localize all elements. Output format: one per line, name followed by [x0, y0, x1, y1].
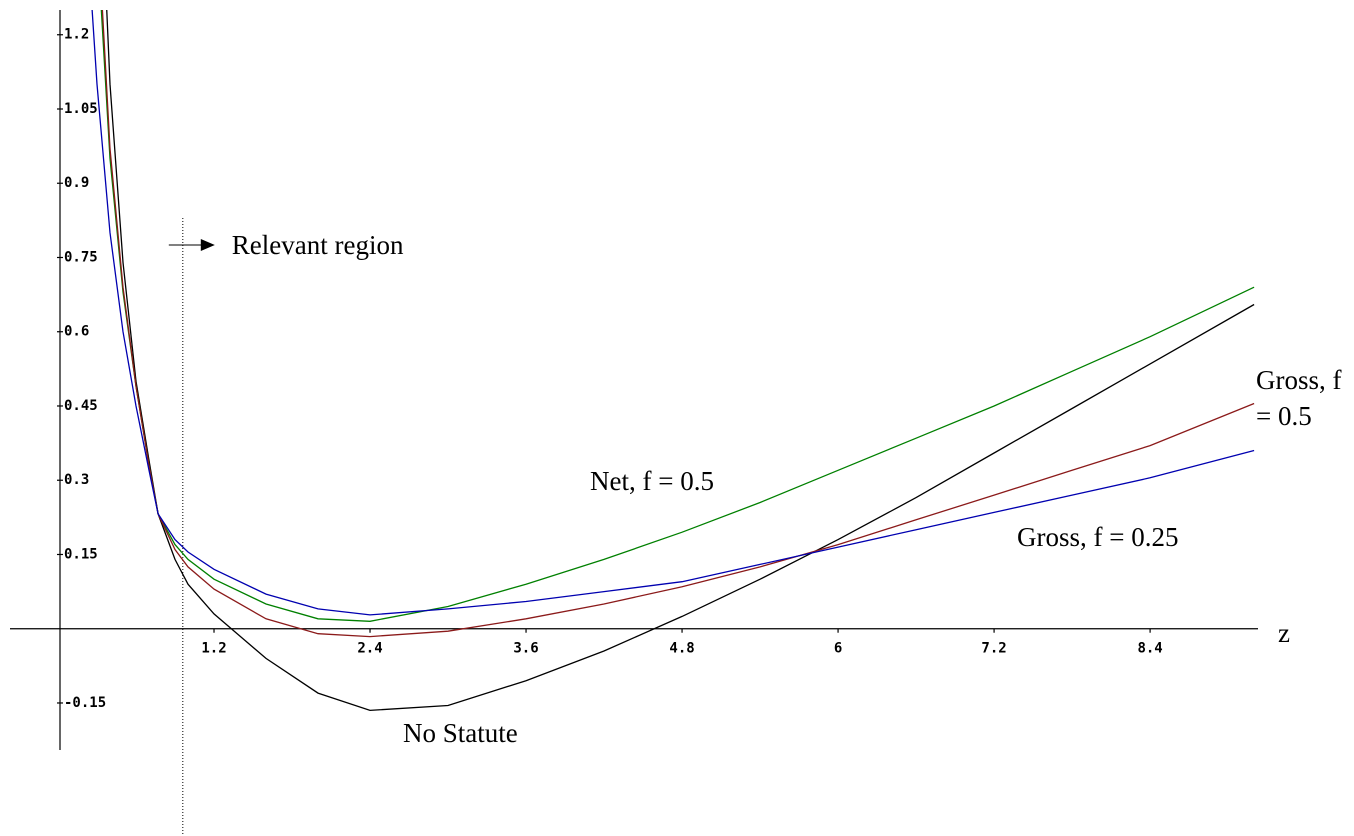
series-line	[91, 10, 1255, 616]
x-tick-label: 4.8	[669, 641, 694, 657]
x-tick-label: 7.2	[981, 641, 1006, 657]
y-tick-label: 0.15	[64, 546, 98, 562]
x-tick-label: 8.4	[1137, 641, 1162, 657]
y-tick-label: 0.3	[64, 472, 89, 488]
y-tick-label: 0.9	[64, 175, 89, 191]
x-tick-label: 2.4	[357, 641, 382, 657]
series-label: Net, f = 0.5	[590, 466, 714, 496]
series-label: No Statute	[403, 718, 518, 748]
y-tick-label: 1.05	[64, 101, 98, 117]
y-tick-label: -0.15	[64, 695, 106, 711]
y-tick-label: 1.2	[64, 27, 89, 43]
series-line	[106, 10, 1255, 712]
x-tick-label: 6	[834, 641, 842, 657]
region-arrowhead	[200, 239, 215, 251]
y-tick-label: 0.75	[64, 249, 98, 265]
y-tick-label: 0.6	[64, 324, 89, 340]
x-tick-label: 1.2	[201, 641, 226, 657]
x-axis-label: z	[1278, 618, 1290, 648]
x-tick-label: 3.6	[513, 641, 538, 657]
annotation: Relevant region	[231, 230, 404, 260]
series-line	[101, 10, 1255, 638]
series-label: Gross, f = 0.5	[1256, 365, 1342, 431]
y-tick-label: 0.45	[64, 398, 98, 414]
series-label: Gross, f = 0.25	[1017, 522, 1179, 552]
